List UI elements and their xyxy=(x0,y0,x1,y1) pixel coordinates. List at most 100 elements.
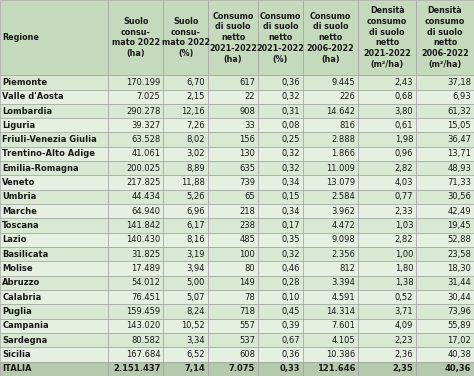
Text: 11.009: 11.009 xyxy=(327,164,356,173)
Bar xyxy=(358,118,416,132)
Bar xyxy=(208,290,258,305)
Text: 52,88: 52,88 xyxy=(447,235,471,244)
Bar xyxy=(416,233,474,247)
Text: 6,93: 6,93 xyxy=(453,92,471,101)
Bar xyxy=(208,333,258,347)
Bar xyxy=(0,0,108,75)
Text: Friuli-Venezia Giulia: Friuli-Venezia Giulia xyxy=(2,135,97,144)
Bar xyxy=(358,333,416,347)
Bar xyxy=(0,333,108,347)
Bar xyxy=(108,261,163,276)
Text: 40,38: 40,38 xyxy=(447,350,471,359)
Bar xyxy=(0,247,108,261)
Bar xyxy=(416,0,474,75)
Bar xyxy=(208,75,258,89)
Text: 64.940: 64.940 xyxy=(131,207,160,216)
Text: 14.642: 14.642 xyxy=(326,106,356,115)
Text: 40,36: 40,36 xyxy=(445,364,471,373)
Text: 37,18: 37,18 xyxy=(447,78,471,87)
Bar xyxy=(163,347,208,362)
Text: Calabria: Calabria xyxy=(2,293,42,302)
Text: 4.591: 4.591 xyxy=(332,293,356,302)
Bar xyxy=(0,290,108,305)
Text: 14.314: 14.314 xyxy=(326,307,356,316)
Text: 4.472: 4.472 xyxy=(331,221,356,230)
Text: 7.601: 7.601 xyxy=(331,321,356,331)
Text: 0,17: 0,17 xyxy=(282,221,300,230)
Text: 41.061: 41.061 xyxy=(131,150,160,158)
Bar xyxy=(358,161,416,176)
Text: 44.434: 44.434 xyxy=(131,193,160,202)
Bar xyxy=(208,247,258,261)
Bar xyxy=(416,305,474,319)
Text: 4,09: 4,09 xyxy=(395,321,413,331)
Bar xyxy=(108,75,163,89)
Bar xyxy=(358,75,416,89)
Text: 6,52: 6,52 xyxy=(187,350,205,359)
Bar xyxy=(258,204,303,218)
Text: 8,89: 8,89 xyxy=(187,164,205,173)
Bar xyxy=(416,247,474,261)
Bar xyxy=(358,233,416,247)
Text: 121.646: 121.646 xyxy=(317,364,356,373)
Text: Molise: Molise xyxy=(2,264,33,273)
Text: Lazio: Lazio xyxy=(2,235,27,244)
Text: 6,17: 6,17 xyxy=(187,221,205,230)
Bar xyxy=(208,132,258,147)
Bar xyxy=(416,104,474,118)
Text: 816: 816 xyxy=(339,121,356,130)
Text: 2.584: 2.584 xyxy=(331,193,356,202)
Bar xyxy=(108,247,163,261)
Text: 80.582: 80.582 xyxy=(131,336,160,345)
Bar xyxy=(416,319,474,333)
Text: Sardegna: Sardegna xyxy=(2,336,47,345)
Bar xyxy=(358,190,416,204)
Text: 0,67: 0,67 xyxy=(282,336,300,345)
Text: Piemonte: Piemonte xyxy=(2,78,47,87)
Bar xyxy=(258,147,303,161)
Text: 0,45: 0,45 xyxy=(282,307,300,316)
Text: 11,88: 11,88 xyxy=(182,178,205,187)
Text: 2,15: 2,15 xyxy=(187,92,205,101)
Text: 0,35: 0,35 xyxy=(282,235,300,244)
Bar xyxy=(108,233,163,247)
Bar xyxy=(0,104,108,118)
Bar xyxy=(258,347,303,362)
Text: Liguria: Liguria xyxy=(2,121,36,130)
Text: 12,16: 12,16 xyxy=(182,106,205,115)
Bar xyxy=(258,261,303,276)
Bar xyxy=(416,290,474,305)
Text: 3,71: 3,71 xyxy=(394,307,413,316)
Bar xyxy=(303,0,358,75)
Bar xyxy=(303,347,358,362)
Bar xyxy=(0,233,108,247)
Bar xyxy=(258,132,303,147)
Bar xyxy=(108,0,163,75)
Bar xyxy=(208,261,258,276)
Bar xyxy=(0,89,108,104)
Text: 908: 908 xyxy=(239,106,255,115)
Bar xyxy=(303,147,358,161)
Text: 3,19: 3,19 xyxy=(187,250,205,259)
Text: 0,68: 0,68 xyxy=(394,92,413,101)
Bar xyxy=(163,319,208,333)
Text: 6,70: 6,70 xyxy=(187,78,205,87)
Bar xyxy=(303,176,358,190)
Bar xyxy=(416,362,474,376)
Bar xyxy=(208,190,258,204)
Bar xyxy=(163,0,208,75)
Bar xyxy=(358,176,416,190)
Bar xyxy=(163,290,208,305)
Text: 9.098: 9.098 xyxy=(331,235,356,244)
Bar xyxy=(416,333,474,347)
Bar xyxy=(0,161,108,176)
Bar xyxy=(303,276,358,290)
Text: 0,25: 0,25 xyxy=(282,135,300,144)
Bar xyxy=(303,305,358,319)
Text: 2.151.437: 2.151.437 xyxy=(113,364,160,373)
Text: 0,34: 0,34 xyxy=(282,207,300,216)
Bar xyxy=(208,176,258,190)
Bar xyxy=(208,161,258,176)
Bar xyxy=(108,132,163,147)
Text: 65: 65 xyxy=(245,193,255,202)
